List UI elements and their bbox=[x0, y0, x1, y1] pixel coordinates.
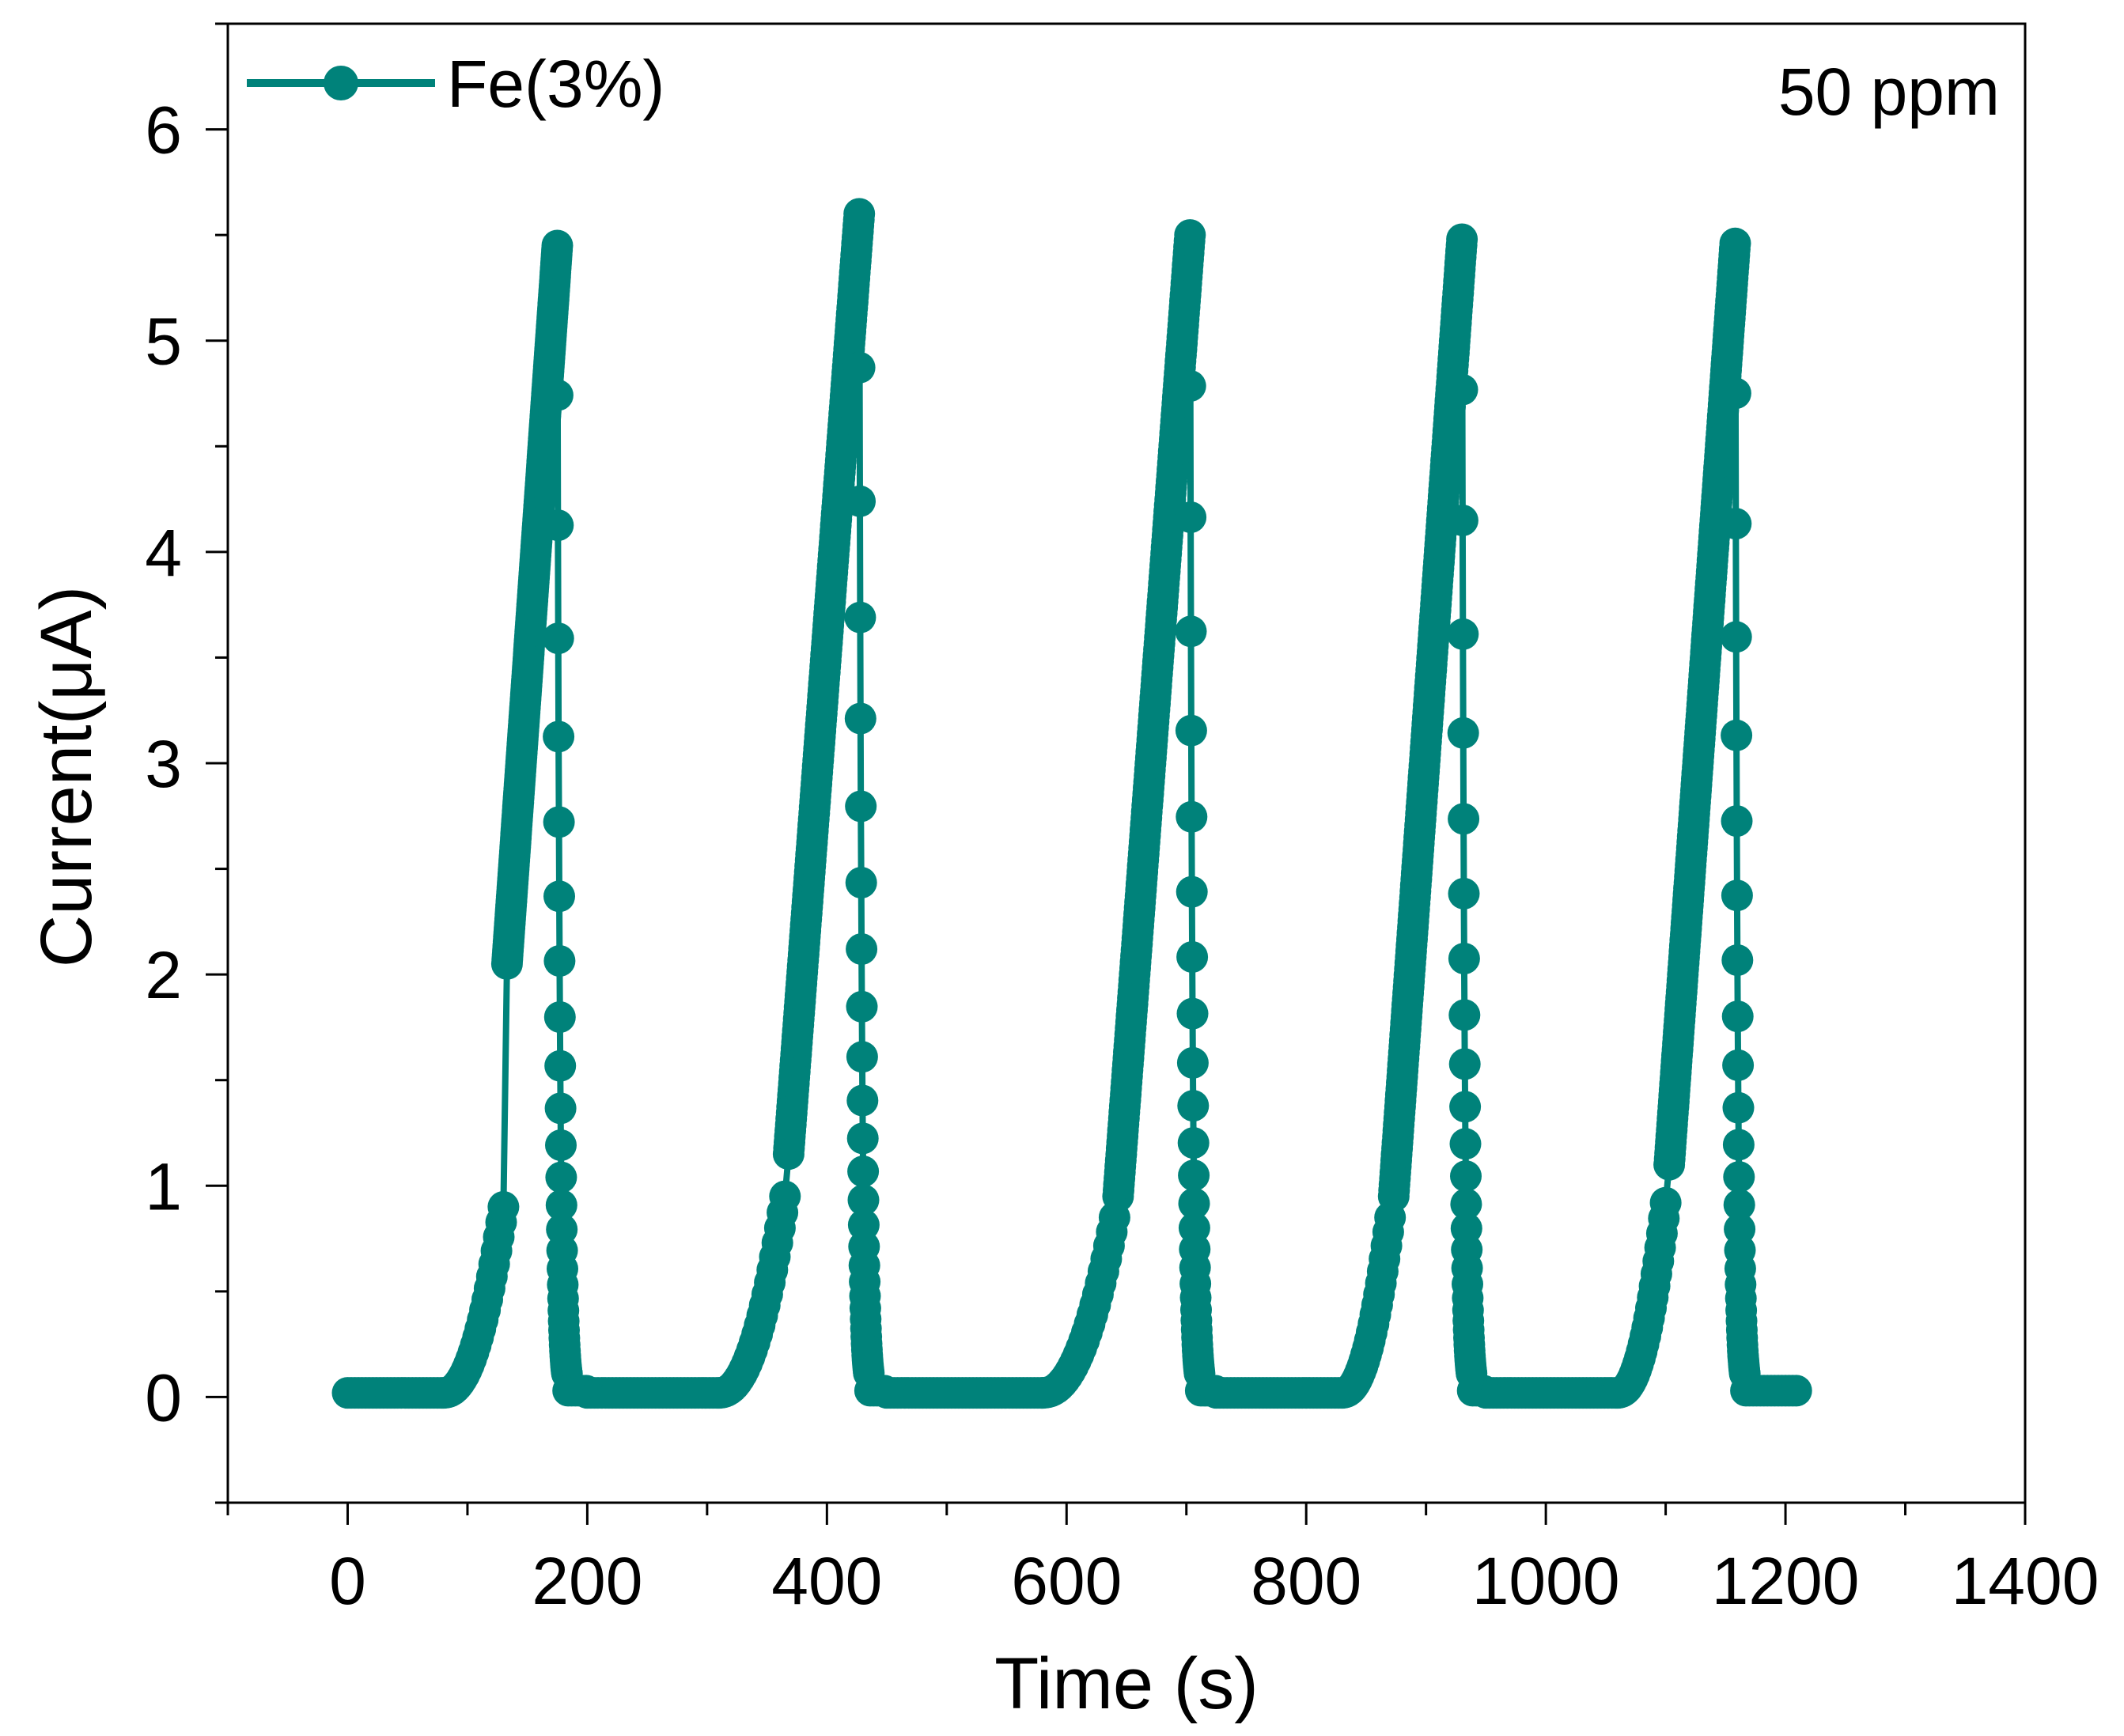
data-point bbox=[1722, 1129, 1755, 1161]
x-tick-label: 1000 bbox=[1472, 1544, 1620, 1618]
data-point bbox=[1721, 805, 1753, 838]
data-point bbox=[1723, 1161, 1755, 1193]
data-point bbox=[1721, 719, 1753, 751]
data-point bbox=[1449, 1091, 1482, 1123]
data-point bbox=[1719, 227, 1751, 259]
data-point bbox=[1721, 944, 1754, 976]
data-point bbox=[1175, 615, 1207, 648]
data-point bbox=[846, 1084, 879, 1117]
y-tick-label: 4 bbox=[145, 516, 182, 590]
data-point bbox=[1780, 1375, 1812, 1407]
data-point bbox=[845, 790, 877, 823]
data-point bbox=[846, 933, 878, 965]
data-point bbox=[844, 702, 876, 735]
x-tick-label: 1200 bbox=[1712, 1544, 1860, 1618]
data-point bbox=[1448, 877, 1480, 910]
y-tick-label: 2 bbox=[145, 938, 182, 1012]
data-point bbox=[1449, 1128, 1482, 1160]
data-point bbox=[1720, 508, 1752, 540]
data-point bbox=[1174, 370, 1206, 402]
data-point bbox=[844, 485, 876, 517]
data-point bbox=[545, 1189, 577, 1221]
data-point bbox=[542, 509, 574, 542]
data-point bbox=[1176, 876, 1208, 908]
data-point bbox=[544, 1050, 577, 1082]
data-point bbox=[1723, 1189, 1755, 1221]
data-point bbox=[1176, 997, 1209, 1030]
data-point bbox=[1448, 999, 1481, 1031]
data-point bbox=[1176, 941, 1209, 973]
y-axis-label: Current(μA) bbox=[26, 586, 107, 967]
data-point bbox=[1446, 505, 1478, 536]
y-tick-label: 0 bbox=[145, 1360, 182, 1435]
data-point bbox=[1176, 800, 1208, 833]
data-point bbox=[1447, 717, 1479, 749]
data-point bbox=[1177, 1127, 1210, 1159]
data-point bbox=[543, 806, 575, 838]
data-point bbox=[1649, 1186, 1682, 1219]
data-point bbox=[845, 867, 877, 898]
data-point bbox=[542, 622, 574, 655]
concentration-annotation: 50 ppm bbox=[1778, 55, 2000, 129]
data-point bbox=[1446, 373, 1478, 406]
data-point bbox=[1450, 1188, 1482, 1220]
y-tick-label: 1 bbox=[145, 1149, 182, 1224]
data-point bbox=[1722, 1049, 1755, 1081]
data-point bbox=[769, 1180, 801, 1212]
data-point bbox=[843, 351, 876, 384]
data-point bbox=[1178, 1159, 1210, 1192]
data-point bbox=[1174, 219, 1206, 252]
data-point bbox=[843, 198, 876, 230]
data-point bbox=[846, 1122, 879, 1155]
x-tick-label: 1400 bbox=[1952, 1544, 2099, 1618]
data-point bbox=[1448, 943, 1480, 974]
x-tick-label: 800 bbox=[1251, 1544, 1361, 1618]
data-point bbox=[1720, 621, 1752, 653]
series-layer bbox=[331, 198, 1812, 1409]
data-point bbox=[846, 1041, 878, 1073]
data-point bbox=[847, 1155, 880, 1188]
data-point bbox=[543, 1001, 576, 1033]
data-point bbox=[844, 601, 876, 634]
y-tick-label: 3 bbox=[145, 727, 182, 801]
data-point bbox=[1175, 714, 1207, 747]
x-tick-label: 200 bbox=[532, 1544, 642, 1618]
data-point bbox=[846, 990, 878, 1023]
data-point bbox=[847, 1184, 880, 1216]
legend-label: Fe(3%) bbox=[447, 47, 664, 121]
data-point bbox=[541, 379, 574, 411]
x-tick-label: 0 bbox=[329, 1544, 366, 1618]
data-point bbox=[543, 720, 575, 753]
data-point bbox=[1722, 1091, 1755, 1124]
data-point bbox=[1448, 803, 1480, 835]
data-point bbox=[1721, 879, 1753, 912]
data-point bbox=[1447, 618, 1479, 650]
legend: Fe(3%) bbox=[247, 47, 664, 121]
data-point bbox=[545, 1129, 577, 1161]
data-point bbox=[543, 945, 576, 977]
y-tick-label: 6 bbox=[145, 93, 182, 168]
data-point bbox=[1450, 1160, 1482, 1193]
data-point bbox=[1721, 1000, 1754, 1033]
data-point bbox=[545, 1161, 577, 1193]
y-tick-label: 5 bbox=[145, 304, 182, 379]
legend-marker bbox=[324, 66, 358, 100]
axis-layer: 0 200 400 600 800 1000 1200 1400 0 1 2 3 4 5 6 bbox=[145, 22, 2099, 1618]
x-tick-label: 400 bbox=[771, 1544, 882, 1618]
x-tick-label: 600 bbox=[1011, 1544, 1122, 1618]
data-point bbox=[487, 1191, 520, 1223]
data-point bbox=[1176, 1046, 1209, 1079]
data-point bbox=[1175, 501, 1207, 533]
data-point bbox=[1446, 223, 1478, 255]
data-point bbox=[544, 1092, 577, 1125]
data-point bbox=[541, 229, 574, 262]
data-point bbox=[1178, 1187, 1210, 1220]
data-point bbox=[543, 880, 575, 913]
x-axis-label: Time (s) bbox=[994, 1643, 1259, 1724]
data-point bbox=[1177, 1090, 1210, 1122]
data-point bbox=[1448, 1048, 1481, 1080]
data-point bbox=[1719, 377, 1751, 410]
